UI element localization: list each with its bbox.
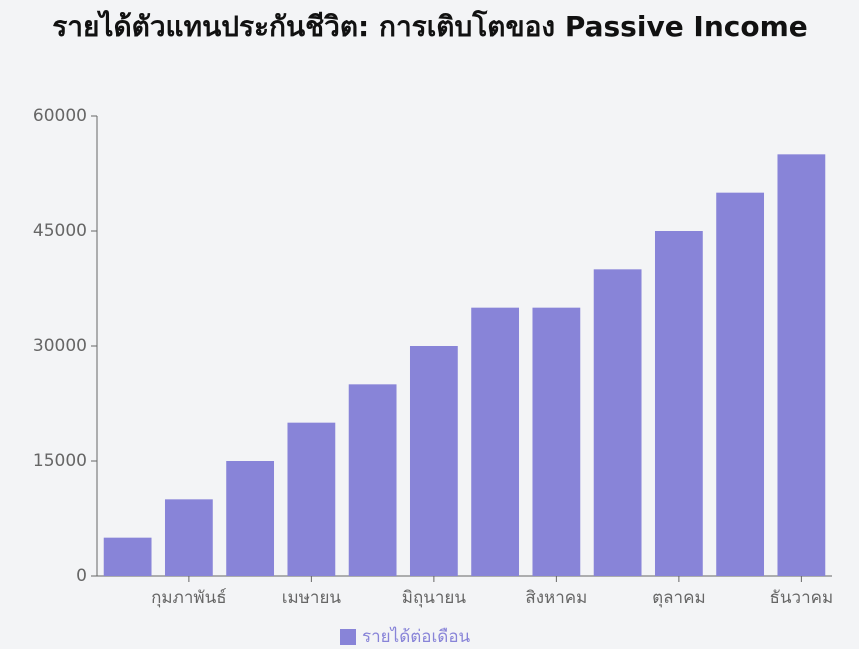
bar	[471, 307, 520, 576]
x-tick-label: ธันวาคม	[770, 588, 834, 608]
y-tick-label: 15000	[33, 451, 87, 471]
bar	[226, 461, 275, 576]
bar	[716, 192, 765, 576]
y-tick-label: 60000	[33, 106, 87, 126]
bar	[164, 499, 213, 576]
bar	[409, 346, 458, 576]
x-tick-label: ตุลาคม	[652, 588, 706, 608]
y-tick-label: 45000	[33, 221, 87, 241]
y-tick-label: 30000	[33, 336, 87, 356]
bar	[532, 307, 581, 576]
y-tick-label: 0	[76, 566, 87, 586]
x-tick-label: สิงหาคม	[525, 588, 587, 608]
legend-label: รายได้ต่อเดือน	[362, 626, 471, 647]
bar	[593, 269, 642, 576]
chart-title: รายได้ตัวแทนประกันชีวิต: การเติบโตของ Pa…	[52, 10, 808, 43]
legend-swatch	[340, 629, 356, 645]
x-tick-label: เมษายน	[282, 588, 342, 608]
bar	[287, 422, 336, 576]
x-tick-label: มิถุนายน	[402, 588, 467, 608]
bar	[348, 384, 397, 576]
bar	[654, 231, 703, 576]
bar	[777, 154, 826, 577]
bar	[103, 537, 152, 576]
x-tick-label: กุมภาพันธ์	[151, 588, 226, 608]
